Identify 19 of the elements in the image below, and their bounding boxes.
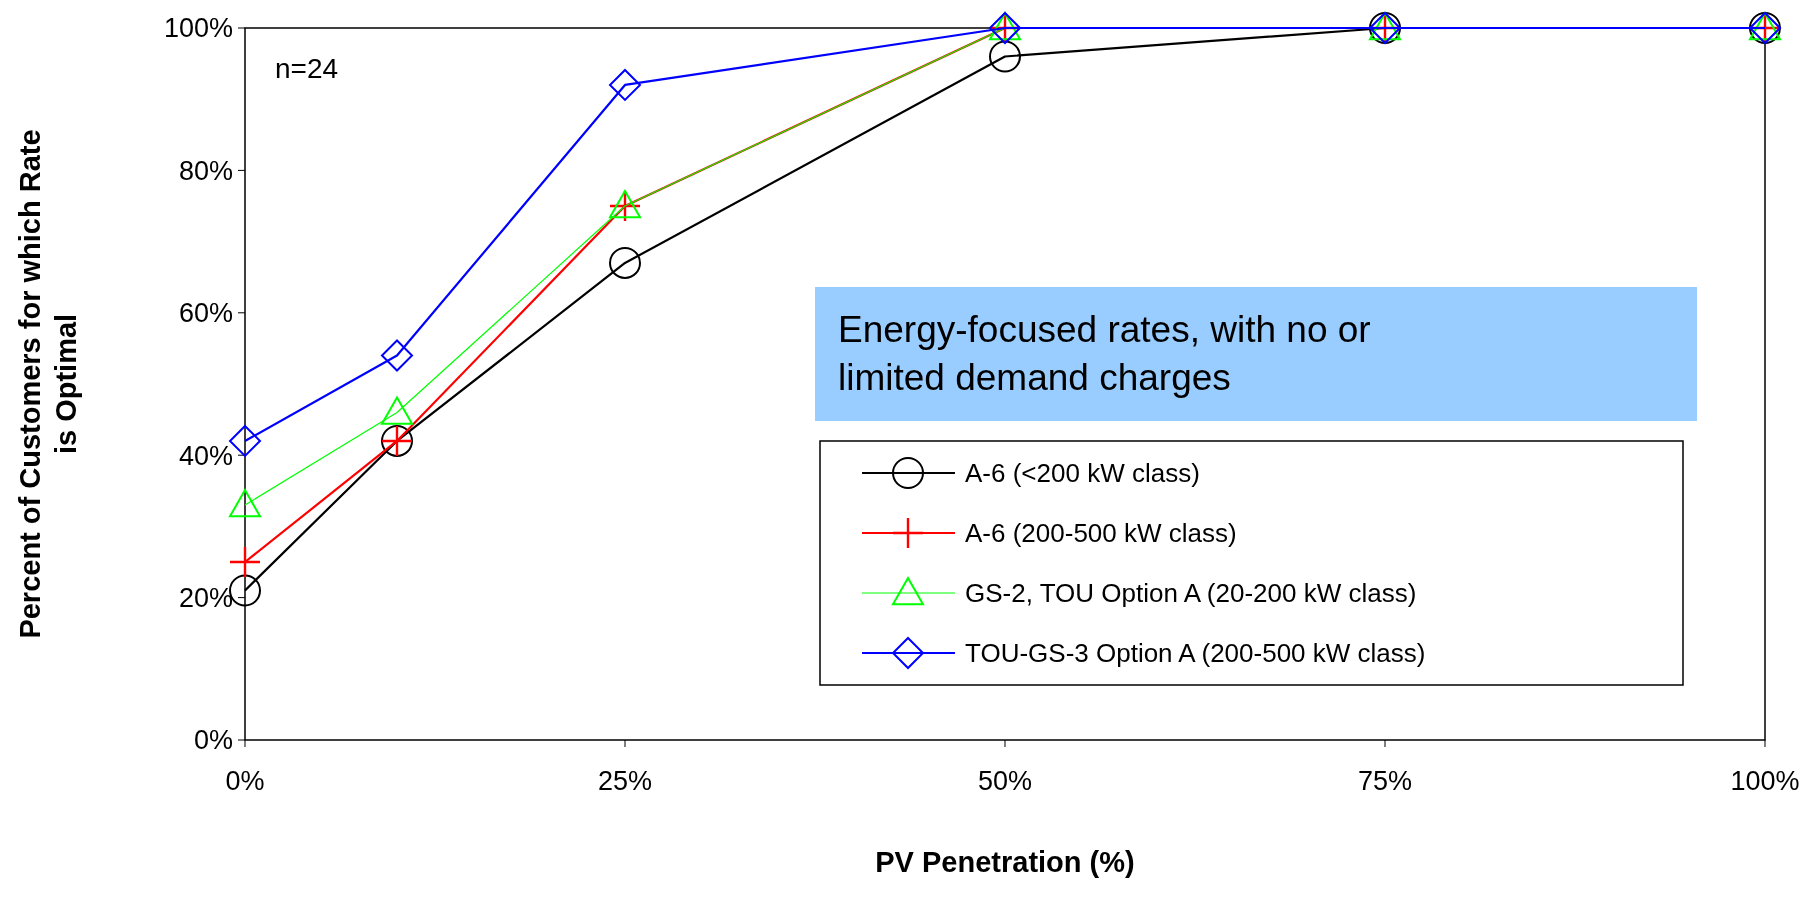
y-tick-label: 80%: [178, 155, 233, 186]
y-tick-label: 0%: [193, 725, 233, 756]
x-tick-label: 100%: [1730, 766, 1800, 796]
legend-label: TOU-GS-3 Option A (200-500 kW class): [965, 638, 1426, 669]
legend-label: A-6 (200-500 kW class): [965, 518, 1237, 549]
legend-label: A-6 (<200 kW class): [965, 458, 1200, 489]
y-tick-label: 20%: [178, 583, 233, 614]
x-tick-label: 50%: [977, 766, 1033, 796]
y-axis-title: Percent of Customers for which Rate is Optimal: [14, 129, 82, 639]
x-tick-label: 0%: [225, 766, 265, 796]
y-tick-label: 100%: [163, 13, 233, 44]
x-tick-label: 25%: [597, 766, 653, 796]
y-tick-label: 60%: [178, 298, 233, 329]
y-tick-label: 40%: [178, 440, 233, 471]
legend-label: GS-2, TOU Option A (20-200 kW class): [965, 578, 1417, 609]
annotation: Energy-focused rates, with no or limited demand charges: [838, 309, 1371, 398]
x-tick-label: 75%: [1357, 766, 1413, 796]
annotation: n=24: [275, 53, 339, 84]
x-axis-title: PV Penetration (%): [875, 846, 1135, 878]
